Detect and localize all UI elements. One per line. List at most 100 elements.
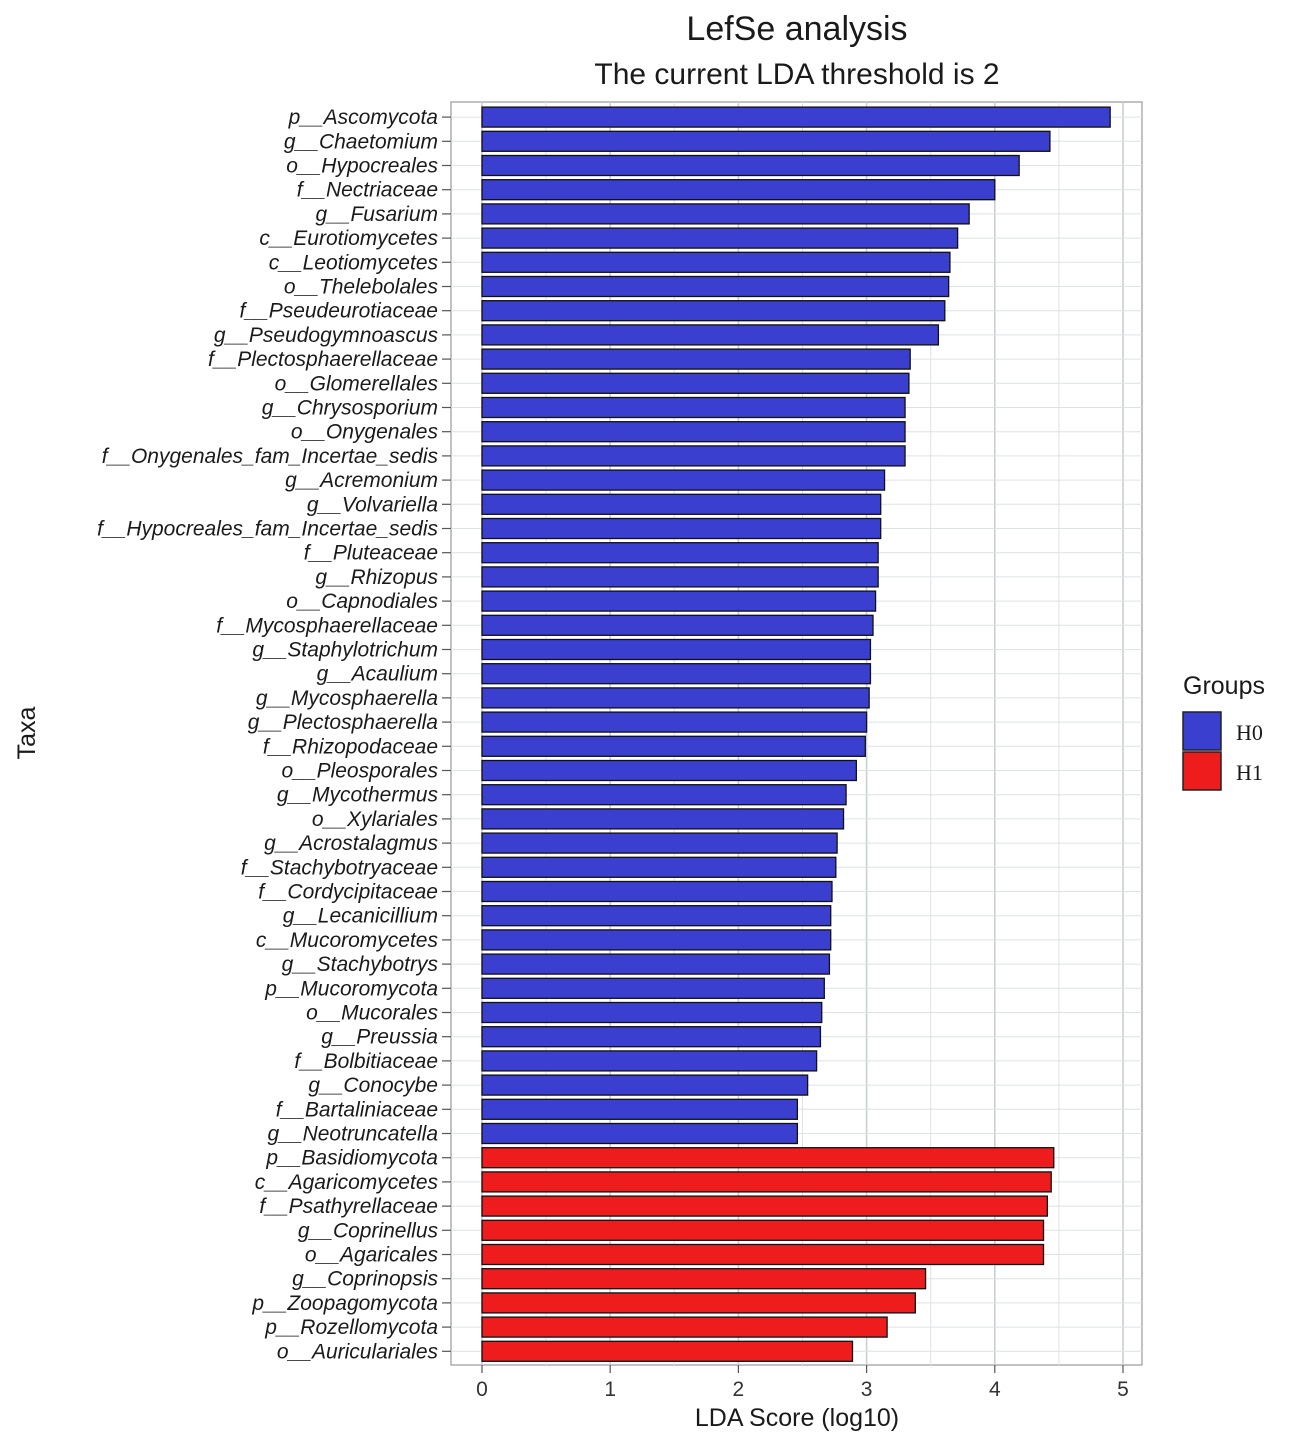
bar-f-bolbitiaceae bbox=[481, 1050, 818, 1072]
category-label: g__Chaetomium bbox=[284, 130, 438, 153]
bar-f-rhizopodaceae bbox=[481, 735, 866, 757]
bar-g-coprinellus bbox=[481, 1219, 1045, 1241]
category-label: f__Cordycipitaceae bbox=[258, 881, 438, 904]
bar-c-eurotiomycetes bbox=[481, 227, 959, 249]
bar-f-bartaliniaceae bbox=[481, 1098, 799, 1120]
x-tick-label: 1 bbox=[604, 1378, 616, 1401]
category-label: g__Pseudogymnoascus bbox=[214, 324, 439, 347]
bar-g-plectosphaerella bbox=[481, 711, 868, 733]
bar-g-rhizopus bbox=[481, 566, 879, 588]
category-label: g__Coprinopsis bbox=[292, 1268, 438, 1291]
legend-label-h1: H1 bbox=[1236, 760, 1263, 785]
x-tick-label: 4 bbox=[989, 1378, 1001, 1401]
category-label: g__Acremonium bbox=[285, 469, 438, 492]
bar-o-onygenales bbox=[481, 421, 906, 443]
category-label: f__Plectosphaerellaceae bbox=[208, 348, 438, 371]
bar-c-mucoromycetes bbox=[481, 929, 832, 951]
category-label: g__Chrysosporium bbox=[262, 397, 438, 420]
category-label: g__Staphylotrichum bbox=[252, 639, 438, 662]
x-axis: 0 1 2 3 4 5 bbox=[476, 1365, 1129, 1401]
legend: Groups H0 H1 bbox=[1182, 672, 1265, 791]
x-tick-label: 2 bbox=[733, 1378, 745, 1401]
y-axis-title: Taxa bbox=[13, 707, 41, 760]
bar-c-agaricomycetes bbox=[481, 1171, 1052, 1193]
category-labels: p__Ascomycotag__Chaetomiumo__Hypocreales… bbox=[97, 106, 451, 1363]
category-label: o__Auriculariales bbox=[277, 1340, 439, 1363]
x-tick-label: 0 bbox=[476, 1378, 488, 1401]
category-label: p__Basidiomycota bbox=[265, 1147, 438, 1170]
bar-f-plectosphaerellaceae bbox=[481, 348, 911, 370]
bar-g-mycosphaerella bbox=[481, 687, 870, 709]
category-label: f__Pluteaceae bbox=[304, 542, 438, 565]
x-tick-label: 3 bbox=[861, 1378, 873, 1401]
bar-p-rozellomycota bbox=[481, 1316, 888, 1338]
category-label: o__Thelebolales bbox=[284, 276, 439, 299]
category-label: g__Acrostalagmus bbox=[264, 832, 438, 855]
legend-swatch-h1 bbox=[1182, 751, 1222, 791]
bar-o-thelebolales bbox=[481, 275, 950, 298]
category-label: f__Mycosphaerellaceae bbox=[216, 614, 438, 637]
bar-f-nectriaceae bbox=[481, 179, 996, 201]
category-label: f__Hypocreales_fam_Incertae_sedis bbox=[97, 518, 438, 541]
bar-g-chaetomium bbox=[481, 130, 1051, 152]
category-label: o__Onygenales bbox=[291, 421, 439, 444]
bar-g-neotruncatella bbox=[481, 1122, 799, 1145]
bar-c-leotiomycetes bbox=[481, 251, 951, 273]
bar-p-basidiomycota bbox=[481, 1147, 1055, 1169]
category-label: g__Lecanicillium bbox=[283, 905, 438, 928]
bar-g-acrostalagmus bbox=[481, 832, 838, 854]
bar-f-stachybotryaceae bbox=[481, 856, 837, 878]
category-label: f__Rhizopodaceae bbox=[263, 735, 438, 758]
category-label: g__Fusarium bbox=[315, 203, 438, 226]
category-label: c__Agaricomycetes bbox=[255, 1171, 439, 1194]
bar-g-lecanicillium bbox=[481, 905, 832, 927]
bar-g-coprinopsis bbox=[481, 1268, 927, 1290]
category-label: o__Agaricales bbox=[305, 1244, 439, 1267]
category-label: g__Conocybe bbox=[308, 1074, 438, 1097]
category-label: f__Pseudeurotiaceae bbox=[240, 300, 439, 323]
category-label: f__Stachybotryaceae bbox=[241, 856, 438, 879]
category-label: g__Plectosphaerella bbox=[248, 711, 438, 734]
bar-f-mycosphaerellaceae bbox=[481, 614, 874, 636]
category-label: g__Stachybotrys bbox=[282, 953, 439, 976]
category-label: f__Bartaliniaceae bbox=[276, 1098, 438, 1121]
bar-g-conocybe bbox=[481, 1074, 809, 1096]
category-label: g__Mycosphaerella bbox=[256, 687, 438, 710]
bar-g-mycothermus bbox=[481, 784, 847, 806]
category-label: p__Ascomycota bbox=[288, 106, 438, 129]
bar-o-glomerellales bbox=[481, 372, 910, 394]
category-label: p__Rozellomycota bbox=[264, 1316, 438, 1339]
category-label: f__Bolbitiaceae bbox=[294, 1050, 438, 1073]
category-label: f__Psathyrellaceae bbox=[259, 1195, 438, 1218]
category-label: c__Mucoromycetes bbox=[256, 929, 439, 952]
bar-g-volvariella bbox=[481, 493, 882, 515]
bar-g-fusarium bbox=[481, 203, 970, 225]
category-label: o__Capnodiales bbox=[286, 590, 438, 613]
chart-subtitle: The current LDA threshold is 2 bbox=[594, 58, 999, 91]
bar-g-acremonium bbox=[481, 469, 886, 491]
legend-swatch-h0 bbox=[1182, 711, 1222, 751]
category-label: o__Xylariales bbox=[312, 808, 439, 831]
x-tick-label: 5 bbox=[1117, 1378, 1129, 1401]
bar-o-agaricales bbox=[481, 1243, 1045, 1266]
bar-g-pseudogymnoascus bbox=[481, 324, 940, 346]
legend-label-h0: H0 bbox=[1236, 720, 1263, 745]
bar-f-onygenales-fam-incertae-sedis bbox=[481, 445, 906, 467]
category-label: o__Hypocreales bbox=[286, 155, 438, 178]
category-label: g__Neotruncatella bbox=[268, 1123, 438, 1146]
bar-o-xylariales bbox=[481, 808, 845, 830]
category-label: g__Acaulium bbox=[317, 663, 438, 686]
bar-o-mucorales bbox=[481, 1001, 823, 1024]
category-label: f__Nectriaceae bbox=[297, 179, 438, 202]
bar-p-mucoromycota bbox=[481, 977, 825, 999]
category-label: f__Onygenales_fam_Incertae_sedis bbox=[102, 445, 439, 468]
legend-title: Groups bbox=[1183, 672, 1265, 700]
x-axis-title: LDA Score (log10) bbox=[695, 1404, 899, 1432]
chart-title: LefSe analysis bbox=[686, 10, 907, 48]
bar-g-stachybotrys bbox=[481, 953, 831, 975]
category-label: g__Rhizopus bbox=[315, 566, 438, 589]
bar-f-pluteaceae bbox=[481, 542, 879, 564]
category-label: p__Mucoromycota bbox=[264, 977, 438, 1000]
bar-o-capnodiales bbox=[481, 590, 877, 612]
